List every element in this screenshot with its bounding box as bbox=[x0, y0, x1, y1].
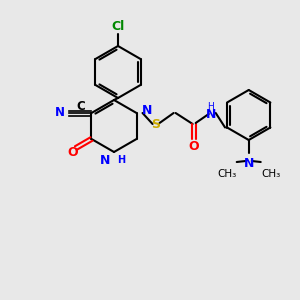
Text: CH₃: CH₃ bbox=[261, 169, 280, 179]
Text: N: N bbox=[206, 107, 216, 121]
Text: C: C bbox=[76, 100, 85, 112]
Text: Cl: Cl bbox=[111, 20, 124, 32]
Text: N: N bbox=[55, 106, 64, 119]
Text: H: H bbox=[117, 155, 125, 165]
Text: H: H bbox=[207, 102, 214, 111]
Text: CH₃: CH₃ bbox=[217, 169, 236, 179]
Text: O: O bbox=[68, 146, 78, 160]
Text: N: N bbox=[244, 157, 254, 170]
Text: N: N bbox=[142, 104, 152, 118]
Text: O: O bbox=[188, 140, 199, 152]
Text: N: N bbox=[100, 154, 110, 166]
Text: S: S bbox=[151, 118, 160, 130]
